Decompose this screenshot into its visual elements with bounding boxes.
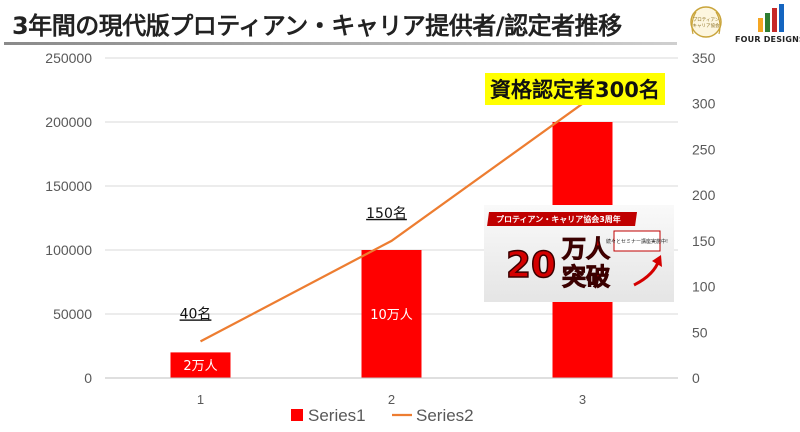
line-value-label: 150名 xyxy=(366,206,407,222)
y-left-tick-label: 50000 xyxy=(53,306,92,322)
y-axis-right: 0 50 100 150 200 250 300 350 xyxy=(692,50,716,386)
page-title: 3年間の現代版プロティアン・キャリア提供者/認定者推移 xyxy=(12,12,622,40)
y-left-tick-label: 250000 xyxy=(45,50,92,66)
line-value-label: 40名 xyxy=(180,306,212,322)
y-left-tick-label: 150000 xyxy=(45,178,92,194)
promo-unit: 万人 xyxy=(562,235,610,263)
promo-header: プロティアン・キャリア協会3周年 xyxy=(496,214,621,224)
y-right-tick-label: 50 xyxy=(692,324,708,340)
legend-swatch-series1 xyxy=(291,409,303,421)
data-labels: 2万人 10万人 40名 150名 xyxy=(180,206,413,374)
y-left-tick-label: 0 xyxy=(84,370,92,386)
bar-value-label: 10万人 xyxy=(370,308,413,323)
y-right-tick-label: 250 xyxy=(692,141,716,157)
combo-chart: 0 50000 100000 150000 200000 250000 0 50 100 150… xyxy=(45,50,716,425)
promo-number: 20 xyxy=(506,245,556,286)
brand-name: FOUR DESIGNS xyxy=(735,35,800,44)
promo-word: 突破 xyxy=(562,263,610,291)
bar xyxy=(170,352,231,378)
bar-value-label: 2万人 xyxy=(183,359,217,374)
title-underline xyxy=(4,42,677,45)
brand-logo: プロティアン キャリア協会 xyxy=(688,2,800,48)
four-designs-bars-icon xyxy=(758,4,784,32)
y-right-tick-label: 350 xyxy=(692,50,716,66)
x-axis: 1 2 3 xyxy=(105,377,678,407)
y-right-tick-label: 300 xyxy=(692,96,716,112)
certified-highlight: 資格認定者300名 xyxy=(485,73,665,105)
legend: Series1 Series2 xyxy=(291,406,474,425)
x-tick-label: 3 xyxy=(579,392,586,407)
y-right-tick-label: 150 xyxy=(692,233,716,249)
bar xyxy=(361,250,422,378)
badge-line1: プロティアン xyxy=(693,17,720,23)
promo-badge: 続々とセミナー講座実施中! xyxy=(606,238,668,245)
y-right-tick-label: 100 xyxy=(692,279,716,295)
x-tick-label: 2 xyxy=(388,392,395,407)
badge-icon: プロティアン キャリア協会 xyxy=(690,4,784,38)
x-tick-label: 1 xyxy=(197,392,204,407)
badge-line2: キャリア協会 xyxy=(693,22,720,29)
promo-graphic: プロティアン・キャリア協会3周年 20 万人 突破 続々とセミナー講座実施中! xyxy=(484,205,674,302)
y-right-tick-label: 200 xyxy=(692,187,716,203)
y-axis-left: 0 50000 100000 150000 200000 250000 xyxy=(45,50,92,386)
legend-label-series1: Series1 xyxy=(308,406,366,425)
y-left-tick-label: 200000 xyxy=(45,114,92,130)
y-right-tick-label: 0 xyxy=(692,370,700,386)
legend-label-series2: Series2 xyxy=(416,406,474,425)
y-left-tick-label: 100000 xyxy=(45,242,92,258)
